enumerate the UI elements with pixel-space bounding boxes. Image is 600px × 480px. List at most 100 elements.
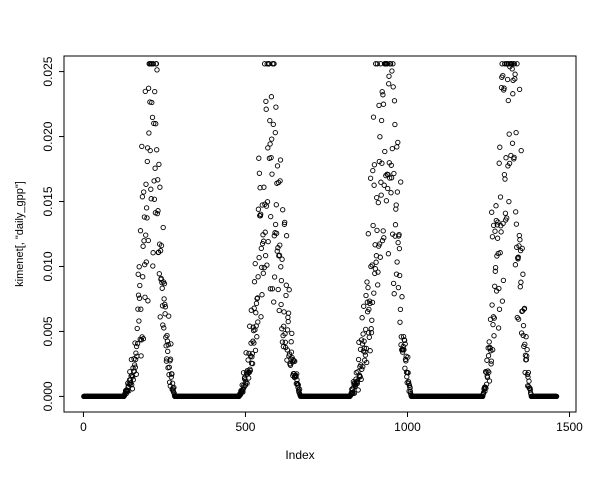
data-point xyxy=(139,143,145,150)
data-point xyxy=(279,256,285,262)
data-point xyxy=(366,306,372,313)
data-point xyxy=(383,198,390,204)
data-point xyxy=(133,371,139,377)
data-point xyxy=(502,61,508,67)
data-point xyxy=(130,374,136,380)
data-point xyxy=(263,106,269,112)
data-point xyxy=(138,353,144,359)
data-point xyxy=(254,334,260,340)
data-point xyxy=(153,61,160,67)
data-point xyxy=(392,121,398,128)
data-point xyxy=(506,160,513,167)
data-point xyxy=(492,228,498,234)
data-point xyxy=(526,378,532,384)
data-point xyxy=(489,234,496,240)
data-point xyxy=(397,306,404,313)
data-point xyxy=(252,347,259,354)
x-tick-label: 1500 xyxy=(556,420,583,434)
data-point xyxy=(495,219,501,225)
data-point xyxy=(491,315,497,321)
data-point xyxy=(379,89,385,95)
data-point xyxy=(512,71,518,77)
data-point xyxy=(168,341,174,347)
data-point xyxy=(149,99,155,106)
data-point xyxy=(373,61,379,67)
data-point xyxy=(142,88,148,95)
data-point xyxy=(260,270,266,276)
data-point xyxy=(290,357,296,363)
data-point xyxy=(130,377,136,383)
data-point xyxy=(132,364,138,370)
data-point xyxy=(171,384,177,391)
data-point xyxy=(374,194,380,201)
data-point xyxy=(367,175,374,181)
data-point xyxy=(364,359,370,366)
data-point xyxy=(154,67,160,73)
data-point xyxy=(157,248,164,254)
data-point xyxy=(257,185,263,191)
data-point xyxy=(396,245,403,252)
data-point xyxy=(151,196,158,202)
data-point xyxy=(523,356,530,363)
data-point xyxy=(283,233,290,239)
data-point xyxy=(136,264,142,270)
data-point xyxy=(362,352,369,358)
data-point xyxy=(390,84,396,90)
data-point xyxy=(266,61,272,67)
data-point xyxy=(151,120,157,127)
data-point xyxy=(141,189,147,195)
data-point xyxy=(272,129,278,136)
data-point xyxy=(492,268,498,274)
data-point xyxy=(492,283,498,289)
data-point xyxy=(495,325,502,331)
data-point xyxy=(247,367,253,374)
data-point xyxy=(166,313,172,319)
data-point xyxy=(252,260,258,267)
data-point xyxy=(140,243,146,249)
data-point xyxy=(264,262,270,268)
data-point xyxy=(135,292,142,298)
data-point xyxy=(277,242,283,248)
data-point xyxy=(496,285,502,292)
x-axis-label: Index xyxy=(285,448,315,462)
data-point xyxy=(501,85,507,91)
data-point xyxy=(517,284,523,290)
data-point xyxy=(513,209,519,215)
data-point xyxy=(259,240,266,247)
data-point xyxy=(259,264,265,271)
data-point xyxy=(162,304,169,310)
data-point xyxy=(374,227,380,234)
data-point xyxy=(371,182,377,188)
data-point xyxy=(137,282,143,289)
data-point xyxy=(371,290,377,296)
data-point xyxy=(150,250,156,256)
data-point xyxy=(244,380,250,386)
data-point xyxy=(496,306,503,312)
data-point xyxy=(385,251,392,257)
data-point xyxy=(354,380,360,387)
data-point xyxy=(284,347,290,353)
data-point xyxy=(506,131,512,137)
data-point xyxy=(273,202,279,208)
data-point xyxy=(392,222,399,228)
data-point xyxy=(249,351,255,357)
data-point xyxy=(253,310,259,316)
data-point xyxy=(265,238,271,245)
data-point xyxy=(275,179,282,186)
data-point xyxy=(154,210,160,217)
data-point xyxy=(152,88,158,95)
data-point xyxy=(145,298,151,304)
data-point xyxy=(169,371,175,377)
data-point xyxy=(281,221,288,227)
data-point xyxy=(500,72,506,79)
data-point xyxy=(366,334,372,340)
data-point xyxy=(168,374,174,380)
data-point xyxy=(503,155,509,161)
data-point xyxy=(401,347,407,353)
data-point xyxy=(395,284,402,291)
data-point xyxy=(389,145,395,152)
data-point xyxy=(268,94,275,100)
data-point xyxy=(377,254,383,260)
data-point xyxy=(143,259,149,265)
data-point xyxy=(262,252,269,259)
